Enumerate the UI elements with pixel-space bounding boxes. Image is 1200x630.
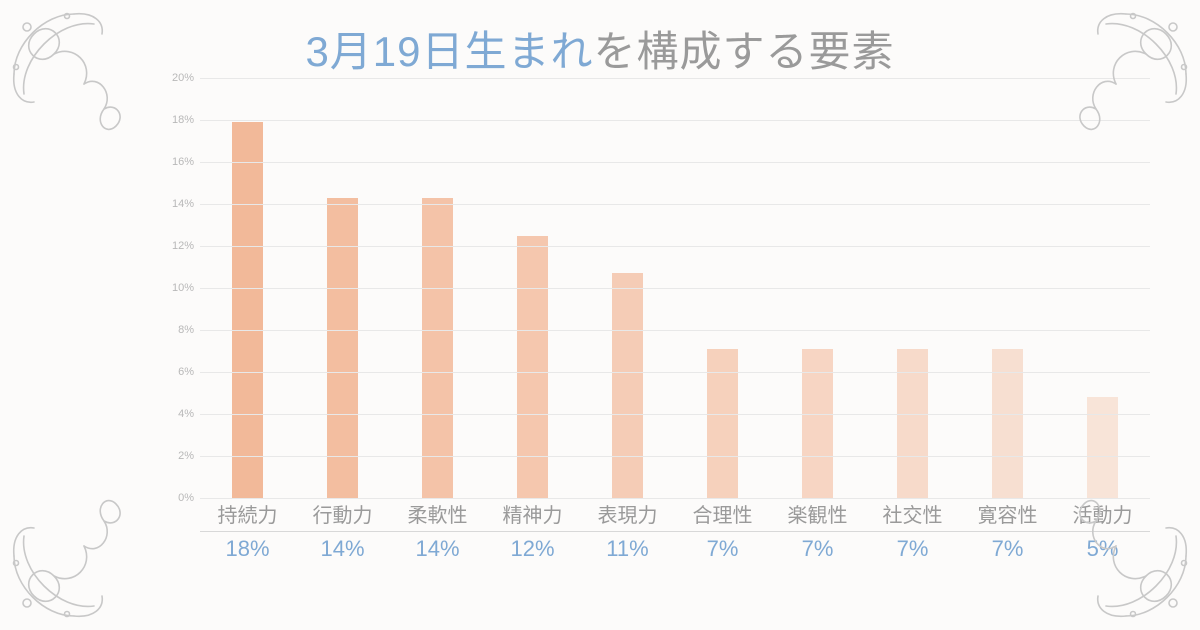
- chart-category-label: 合理性: [675, 499, 770, 528]
- chart-value-label: 11%: [580, 536, 675, 562]
- chart-ytick: 0%: [178, 492, 194, 504]
- chart-value-label: 14%: [390, 536, 485, 562]
- chart-value-label: 7%: [770, 536, 865, 562]
- chart-value-label: 18%: [200, 536, 295, 562]
- chart-bar: [1087, 397, 1117, 498]
- page-title: 3月19日生まれを構成する要素: [0, 18, 1200, 79]
- chart-value-label: 5%: [1055, 536, 1150, 562]
- chart-ytick: 14%: [172, 198, 194, 210]
- chart-ytick: 12%: [172, 240, 194, 252]
- chart-ytick: 6%: [178, 366, 194, 378]
- chart-category-label: 行動力: [295, 499, 390, 528]
- chart-category-label: 表現力: [580, 499, 675, 528]
- title-accent: 3月19日生まれ: [305, 28, 593, 75]
- chart-value-label: 7%: [865, 536, 960, 562]
- chart-bar: [327, 198, 357, 498]
- chart-ytick: 20%: [172, 72, 194, 84]
- chart-value-label: 12%: [485, 536, 580, 562]
- chart-category-label: 社交性: [865, 499, 960, 528]
- chart-bar: [232, 122, 262, 498]
- chart-ytick: 4%: [178, 408, 194, 420]
- chart-category-labels: 持続力行動力柔軟性精神力表現力合理性楽観性社交性寛容性活動力: [200, 499, 1150, 528]
- chart-ytick: 18%: [172, 114, 194, 126]
- chart-gridline: [200, 162, 1150, 163]
- chart-gridline: [200, 456, 1150, 457]
- chart-gridline: [200, 120, 1150, 121]
- chart-gridline: [200, 414, 1150, 415]
- chart-gridline: [200, 330, 1150, 331]
- chart-category-label: 楽観性: [770, 499, 865, 528]
- chart-gridline: [200, 204, 1150, 205]
- chart-ytick: 2%: [178, 450, 194, 462]
- chart-value-labels: 18%14%14%12%11%7%7%7%7%5%: [200, 536, 1150, 562]
- chart-category-label: 持続力: [200, 499, 295, 528]
- chart-ytick: 16%: [172, 156, 194, 168]
- chart-category-label: 寛容性: [960, 499, 1055, 528]
- chart-gridline: [200, 288, 1150, 289]
- chart-category-label: 精神力: [485, 499, 580, 528]
- chart-gridline: [200, 78, 1150, 79]
- chart-value-label: 7%: [675, 536, 770, 562]
- chart-gridline: [200, 246, 1150, 247]
- chart-gridline: [200, 372, 1150, 373]
- chart-bar: [517, 236, 547, 499]
- chart-value-label: 7%: [960, 536, 1055, 562]
- bar-chart: 0%2%4%6%8%10%12%14%16%18%20% 持続力行動力柔軟性精神…: [170, 78, 1150, 558]
- chart-value-label: 14%: [295, 536, 390, 562]
- chart-category-label: 活動力: [1055, 499, 1150, 528]
- chart-bar: [612, 273, 642, 498]
- chart-bar: [422, 198, 452, 498]
- chart-divider: [200, 531, 1150, 532]
- chart-ytick: 8%: [178, 324, 194, 336]
- title-rest: を構成する要素: [594, 28, 895, 75]
- chart-category-label: 柔軟性: [390, 499, 485, 528]
- chart-ytick: 10%: [172, 282, 194, 294]
- ornament-bottom-left: [4, 476, 154, 626]
- chart-plot-area: 0%2%4%6%8%10%12%14%16%18%20%: [200, 78, 1150, 498]
